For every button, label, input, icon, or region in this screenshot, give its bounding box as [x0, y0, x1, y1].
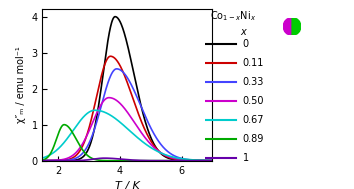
Text: 1: 1 [242, 153, 249, 163]
Text: Co$_{1-x}$Ni$_x$: Co$_{1-x}$Ni$_x$ [210, 9, 256, 22]
Text: 0.89: 0.89 [242, 134, 264, 144]
Wedge shape [292, 18, 301, 35]
Text: 0.67: 0.67 [242, 115, 264, 125]
Text: 0.11: 0.11 [242, 58, 264, 68]
Text: 0: 0 [242, 39, 249, 49]
Text: 0.50: 0.50 [242, 96, 264, 106]
X-axis label: T / K: T / K [115, 181, 140, 189]
Text: x: x [241, 27, 246, 37]
Text: 0.33: 0.33 [242, 77, 264, 87]
Y-axis label: χ″ₘ / emu mol⁻¹: χ″ₘ / emu mol⁻¹ [16, 47, 26, 123]
Wedge shape [283, 18, 292, 35]
